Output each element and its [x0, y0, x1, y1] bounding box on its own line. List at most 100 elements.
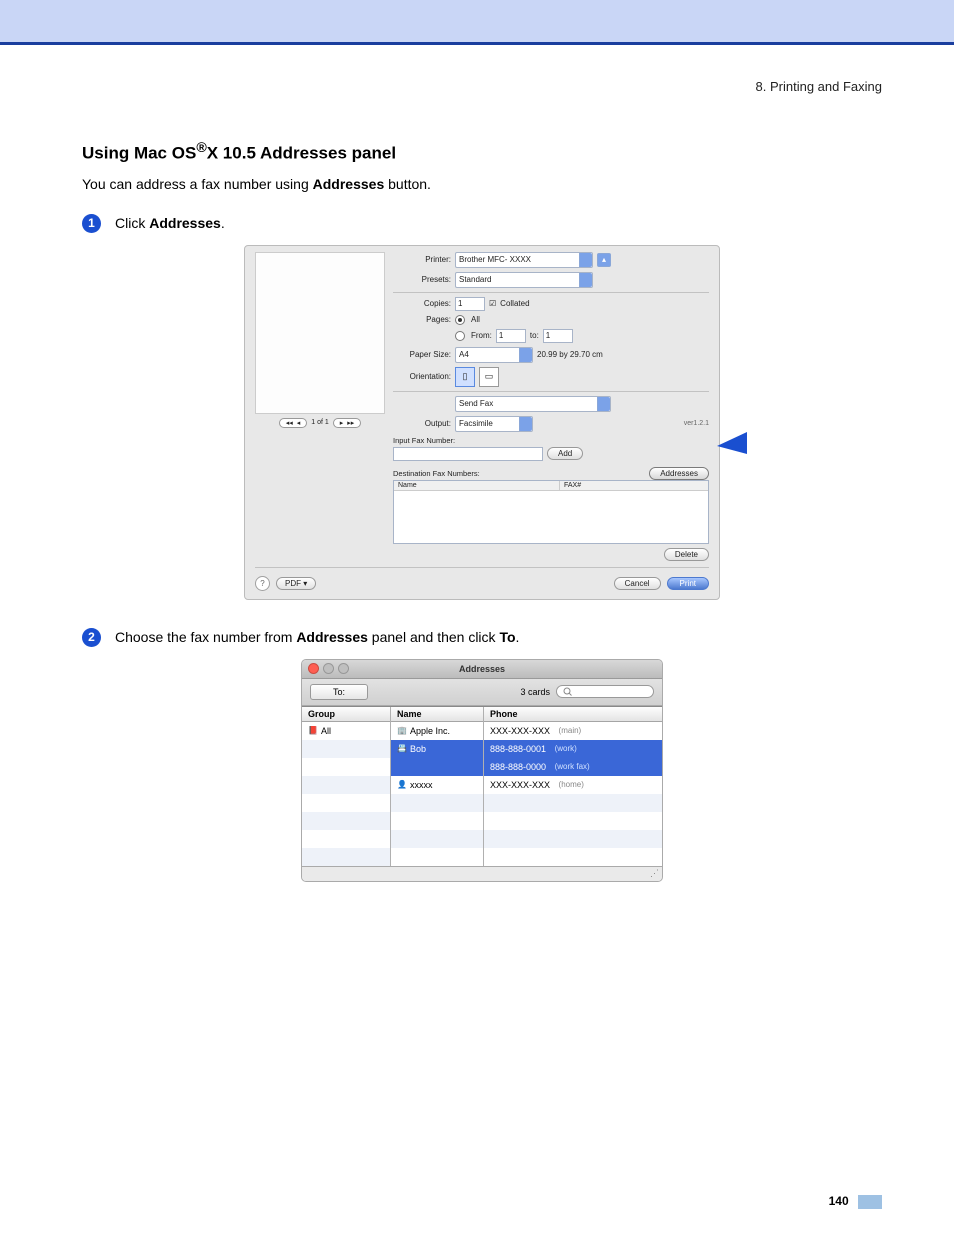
group-all-label: All: [321, 726, 331, 736]
expand-icon[interactable]: ▴: [597, 253, 611, 267]
page-title: Using Mac OS®X 10.5 Addresses panel: [82, 140, 882, 164]
version-text: ver1.2.1: [684, 420, 709, 427]
from-value: 1: [499, 331, 503, 340]
pdf-button[interactable]: PDF ▾: [276, 577, 316, 590]
addresses-footer: ⋰: [302, 867, 662, 881]
step-1-text: Click Addresses.: [115, 215, 225, 231]
delete-button[interactable]: Delete: [664, 548, 709, 561]
addresses-columns: Group 📕 All Name 🏢 Apple Inc. 📇: [302, 706, 662, 867]
printer-label: Printer:: [393, 255, 451, 264]
phone-column: Phone XXX-XXX-XXX (main) 888-888-0001 (w…: [484, 707, 662, 866]
phone-row-0[interactable]: XXX-XXX-XXX (main): [484, 722, 662, 740]
to-button[interactable]: To:: [310, 684, 368, 700]
copies-label: Copies:: [393, 299, 451, 308]
search-input[interactable]: [556, 685, 654, 698]
step2-mid: panel and then click: [368, 629, 500, 645]
presets-value: Standard: [459, 275, 491, 284]
to-label: to:: [530, 331, 539, 340]
card-icon: 📇: [397, 744, 407, 753]
to-input[interactable]: 1: [543, 329, 573, 343]
cancel-button[interactable]: Cancel: [614, 577, 661, 590]
addresses-titlebar: Addresses: [302, 660, 662, 679]
nav-next-group[interactable]: ▸▸▸: [333, 418, 362, 428]
printer-select[interactable]: Brother MFC- XXXX: [455, 252, 593, 268]
resize-grip-icon[interactable]: ⋰: [650, 868, 659, 879]
addresses-panel-wrap: Addresses To: 3 cards Group 📕 All: [82, 659, 882, 882]
help-icon[interactable]: ?: [255, 576, 270, 591]
type-2: (work fax): [555, 762, 590, 771]
orientation-landscape[interactable]: ▭: [479, 367, 499, 387]
step1-bold: Addresses: [149, 215, 221, 231]
page-number: 140: [829, 1194, 849, 1208]
header-stripe: [0, 0, 954, 45]
page-preview: [255, 252, 385, 414]
th-name: Name: [394, 481, 560, 490]
addresses-title: Addresses: [302, 664, 662, 674]
intro-pre: You can address a fax number using: [82, 176, 313, 192]
group-header: Group: [302, 707, 390, 722]
phone-header: Phone: [484, 707, 662, 722]
name-row-2[interactable]: [391, 758, 483, 776]
from-label: From:: [471, 331, 492, 340]
printer-value: Brother MFC- XXXX: [459, 255, 531, 264]
name-row-0[interactable]: 🏢 Apple Inc.: [391, 722, 483, 740]
destfax-table[interactable]: Name FAX#: [393, 480, 709, 544]
copies-input[interactable]: 1: [455, 297, 485, 311]
section hm-select[interactable]: Send Fax: [455, 396, 611, 412]
th-faxnum: FAX#: [560, 481, 708, 490]
orientation-portrait[interactable]: ▯: [455, 367, 475, 387]
name-row-1[interactable]: 📇 Bob: [391, 740, 483, 758]
building-icon: 🏢: [397, 726, 407, 735]
nav-counter: 1 of 1: [311, 419, 329, 426]
phone-row-1[interactable]: 888-888-0001 (work): [484, 740, 662, 758]
inputfax-field[interactable]: [393, 447, 543, 461]
name-1: Bob: [410, 744, 426, 754]
type-1: (work): [555, 744, 577, 753]
step-2-text: Choose the fax number from Addresses pan…: [115, 629, 519, 645]
step1-post: .: [221, 215, 225, 231]
addresses-toolbar: To: 3 cards: [302, 679, 662, 706]
pages-range-radio[interactable]: [455, 331, 465, 341]
form-column: Printer: Brother MFC- XXXX ▴ Presets: St…: [393, 252, 709, 561]
pages-label: Pages:: [393, 315, 451, 324]
papersize-select[interactable]: A4: [455, 347, 533, 363]
intro-bold: Addresses: [313, 176, 385, 192]
type-0: (main): [559, 726, 582, 735]
nav-prev-group[interactable]: ◂◂◂: [279, 418, 308, 428]
addresses-button[interactable]: Addresses: [649, 467, 709, 480]
presets-select[interactable]: Standard: [455, 272, 593, 288]
intro-text: You can address a fax number using Addre…: [82, 176, 882, 192]
step2-pre: Choose the fax number from: [115, 629, 296, 645]
group-all[interactable]: 📕 All: [302, 722, 390, 740]
add-button[interactable]: Add: [547, 447, 583, 460]
phone-1: 888-888-0001: [490, 744, 546, 754]
collated-checkbox[interactable]: ☑: [489, 299, 496, 308]
phone-3: XXX-XXX-XXX: [490, 780, 550, 790]
pages-all-radio[interactable]: [455, 315, 465, 325]
name-row-3[interactable]: 👤 xxxxx: [391, 776, 483, 794]
person-icon: 👤: [397, 780, 407, 789]
name-header: Name: [391, 707, 483, 722]
output-value: Facsimile: [459, 419, 493, 428]
phone-row-2[interactable]: 888-888-0000 (work fax): [484, 758, 662, 776]
output-select[interactable]: Facsimile: [455, 416, 533, 432]
print-dialog-wrap: ◂◂◂ 1 of 1 ▸▸▸ Printer: Brother MFC- XXX…: [82, 245, 882, 600]
name-3: xxxxx: [410, 780, 433, 790]
page-content: 8. Printing and Faxing Using Mac OS®X 10…: [0, 45, 954, 882]
collated-label: Collated: [500, 299, 529, 308]
print-button[interactable]: Print: [667, 577, 709, 590]
title-sup: ®: [196, 140, 206, 156]
preview-column: ◂◂◂ 1 of 1 ▸▸▸: [255, 252, 385, 561]
papersize-dim: 20.99 by 29.70 cm: [537, 350, 603, 359]
output-label: Output:: [393, 419, 451, 428]
phone-2: 888-888-0000: [490, 762, 546, 772]
type-3: (home): [559, 780, 584, 789]
chapter-label: 8. Printing and Faxing: [82, 79, 882, 94]
phone-row-3[interactable]: XXX-XXX-XXX (home): [484, 776, 662, 794]
presets-label: Presets:: [393, 275, 451, 284]
sendfax-value: Send Fax: [459, 399, 493, 408]
page-number-area: 140: [829, 1194, 882, 1209]
cards-count: 3 cards: [520, 687, 550, 697]
from-input[interactable]: 1: [496, 329, 526, 343]
preview-nav: ◂◂◂ 1 of 1 ▸▸▸: [255, 418, 385, 428]
